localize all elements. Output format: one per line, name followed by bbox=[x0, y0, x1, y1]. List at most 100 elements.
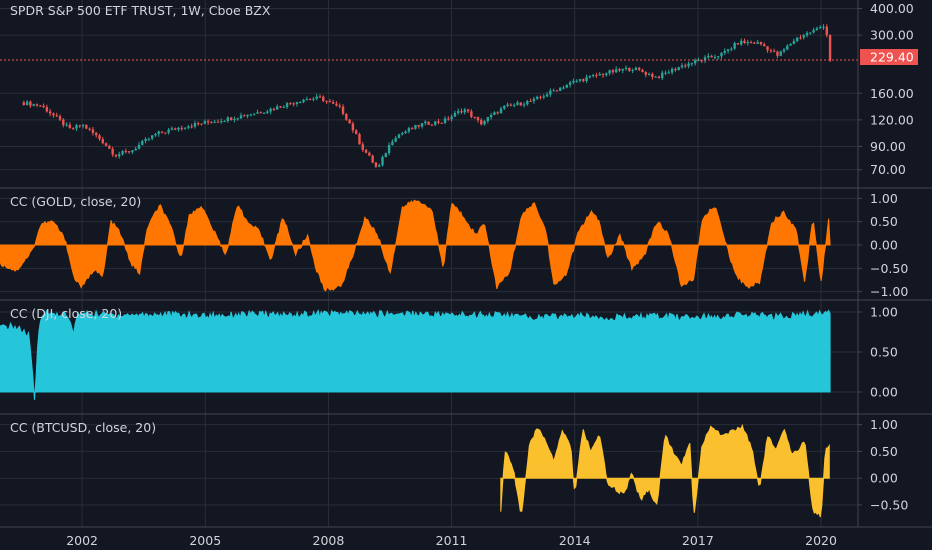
candle-body[interactable] bbox=[809, 32, 812, 34]
candle-body[interactable] bbox=[562, 87, 565, 89]
candle-body[interactable] bbox=[180, 127, 183, 129]
candle-body[interactable] bbox=[641, 69, 644, 73]
candle-body[interactable] bbox=[134, 148, 137, 151]
candle-body[interactable] bbox=[529, 101, 532, 103]
candle-body[interactable] bbox=[572, 80, 575, 83]
candle-body[interactable] bbox=[628, 67, 631, 71]
candle-body[interactable] bbox=[414, 124, 417, 129]
candle-body[interactable] bbox=[104, 143, 108, 146]
candle-body[interactable] bbox=[401, 133, 404, 135]
candle-body[interactable] bbox=[598, 74, 601, 76]
candle-body[interactable] bbox=[526, 101, 529, 105]
candle-body[interactable] bbox=[118, 154, 121, 157]
candle-body[interactable] bbox=[295, 102, 299, 104]
candle-body[interactable] bbox=[279, 106, 282, 108]
candle-body[interactable] bbox=[381, 156, 384, 166]
candle-body[interactable] bbox=[437, 121, 440, 123]
candle-body[interactable] bbox=[661, 72, 664, 79]
candle-body[interactable] bbox=[740, 40, 743, 45]
candle-body[interactable] bbox=[29, 101, 32, 106]
candle-body[interactable] bbox=[391, 141, 394, 146]
candle-body[interactable] bbox=[822, 26, 825, 28]
candle-body[interactable] bbox=[506, 104, 509, 106]
candle-body[interactable] bbox=[384, 153, 388, 157]
candle-body[interactable] bbox=[608, 70, 611, 74]
candle-body[interactable] bbox=[795, 37, 799, 42]
plot-area[interactable] bbox=[0, 24, 858, 518]
candle-body[interactable] bbox=[522, 104, 526, 106]
candle-body[interactable] bbox=[552, 90, 555, 92]
pane-separators[interactable] bbox=[0, 0, 932, 528]
candle-body[interactable] bbox=[496, 112, 499, 114]
candle-body[interactable] bbox=[489, 114, 493, 118]
candle-body[interactable] bbox=[555, 90, 559, 92]
candle-body[interactable] bbox=[75, 125, 78, 129]
candle-body[interactable] bbox=[262, 112, 266, 114]
candle-body[interactable] bbox=[730, 48, 733, 50]
candle-body[interactable] bbox=[680, 65, 684, 68]
candle-body[interactable] bbox=[341, 106, 345, 114]
candle-body[interactable] bbox=[220, 121, 223, 123]
candle-body[interactable] bbox=[568, 82, 572, 85]
candle-body[interactable] bbox=[272, 108, 276, 110]
candle-body[interactable] bbox=[634, 67, 638, 71]
candle-body[interactable] bbox=[483, 120, 486, 125]
candle-body[interactable] bbox=[595, 75, 598, 77]
candle-body[interactable] bbox=[716, 56, 720, 58]
candle-body[interactable] bbox=[647, 73, 651, 75]
candle-body[interactable] bbox=[763, 44, 766, 47]
candle-body[interactable] bbox=[256, 112, 259, 114]
candle-body[interactable] bbox=[150, 135, 154, 139]
candle-body[interactable] bbox=[164, 132, 167, 134]
candle-body[interactable] bbox=[565, 84, 569, 88]
candle-body[interactable] bbox=[509, 104, 513, 106]
candle-body[interactable] bbox=[684, 65, 687, 67]
time-axis[interactable]: 2002 2005 2008 2011 2014 2017 2020 bbox=[66, 533, 837, 548]
candle-body[interactable] bbox=[585, 77, 588, 82]
candle-body[interactable] bbox=[756, 42, 759, 44]
candle-body[interactable] bbox=[443, 118, 447, 123]
candle-body[interactable] bbox=[769, 50, 773, 52]
candle-body[interactable] bbox=[328, 101, 332, 103]
candle-body[interactable] bbox=[753, 42, 756, 44]
candle-body[interactable] bbox=[338, 105, 341, 107]
candle-body[interactable] bbox=[611, 70, 615, 73]
candle-body[interactable] bbox=[516, 102, 519, 105]
correlation-area-3[interactable] bbox=[500, 423, 830, 518]
candle-body[interactable] bbox=[85, 124, 88, 129]
candle-body[interactable] bbox=[374, 162, 378, 167]
candle-body[interactable] bbox=[305, 99, 309, 101]
candle-body[interactable] bbox=[364, 149, 368, 153]
candle-body[interactable] bbox=[233, 118, 236, 120]
candle-body[interactable] bbox=[226, 117, 230, 122]
candle-body[interactable] bbox=[308, 99, 312, 101]
candle-body[interactable] bbox=[578, 79, 582, 81]
candle-body[interactable] bbox=[828, 35, 832, 61]
candle-body[interactable] bbox=[644, 72, 647, 75]
candle-body[interactable] bbox=[693, 60, 697, 64]
candle-body[interactable] bbox=[193, 123, 197, 127]
candle-body[interactable] bbox=[157, 131, 160, 134]
candle-body[interactable] bbox=[45, 107, 49, 112]
candle-body[interactable] bbox=[68, 124, 72, 129]
candle-body[interactable] bbox=[358, 133, 361, 145]
candle-body[interactable] bbox=[782, 49, 786, 52]
candle-body[interactable] bbox=[614, 69, 618, 73]
candle-body[interactable] bbox=[177, 127, 180, 130]
candle-body[interactable] bbox=[733, 43, 736, 49]
candle-body[interactable] bbox=[302, 99, 305, 102]
candle-body[interactable] bbox=[453, 112, 457, 117]
candle-body[interactable] bbox=[315, 96, 318, 99]
candle-body[interactable] bbox=[430, 124, 434, 126]
candle-body[interactable] bbox=[206, 121, 210, 123]
candle-body[interactable] bbox=[819, 27, 822, 29]
candle-body[interactable] bbox=[588, 75, 592, 78]
candle-body[interactable] bbox=[601, 74, 605, 76]
candle-body[interactable] bbox=[786, 45, 789, 50]
candle-body[interactable] bbox=[183, 127, 187, 129]
candle-body[interactable] bbox=[42, 105, 45, 108]
candle-body[interactable] bbox=[476, 117, 480, 121]
candle-body[interactable] bbox=[624, 67, 628, 69]
candle-body[interactable] bbox=[348, 119, 351, 124]
candle-body[interactable] bbox=[81, 124, 85, 126]
